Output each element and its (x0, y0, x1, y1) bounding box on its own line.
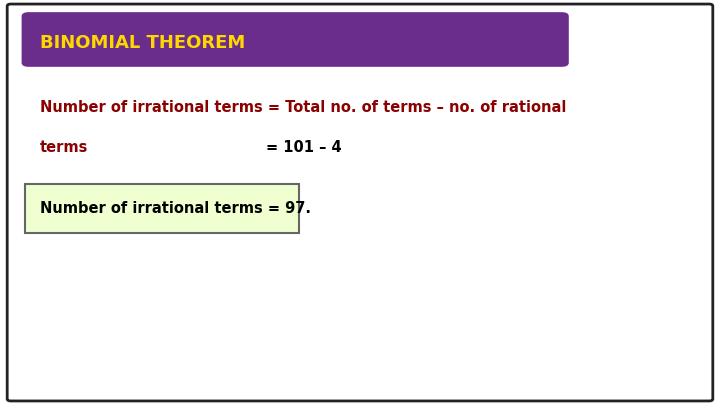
Text: Number of irrational terms = Total no. of terms – no. of rational: Number of irrational terms = Total no. o… (40, 100, 566, 115)
Text: Number of irrational terms = 97.: Number of irrational terms = 97. (40, 201, 310, 216)
Text: = 101 – 4: = 101 – 4 (266, 140, 342, 156)
Text: BINOMIAL THEOREM: BINOMIAL THEOREM (40, 34, 245, 51)
FancyBboxPatch shape (25, 184, 299, 233)
FancyBboxPatch shape (22, 12, 569, 67)
FancyBboxPatch shape (7, 4, 713, 401)
Text: terms: terms (40, 140, 88, 156)
